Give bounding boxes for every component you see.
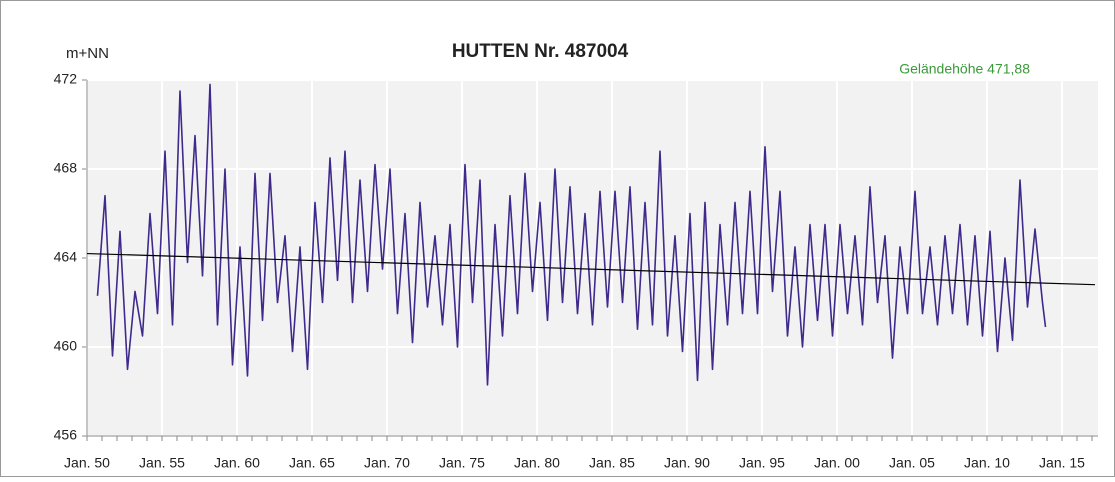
y-tick-label: 456 [54, 427, 78, 443]
x-tick-label: Jan. 10 [964, 455, 1010, 471]
y-tick-label: 464 [54, 249, 78, 265]
chart-title: HUTTEN Nr. 487004 [452, 41, 629, 62]
x-tick-label: Jan. 70 [364, 455, 410, 471]
x-tick-label: Jan. 60 [214, 455, 260, 471]
x-tick-label: Jan. 15 [1039, 455, 1085, 471]
x-tick-label: Jan. 90 [664, 455, 710, 471]
x-tick-label: Jan. 75 [439, 455, 485, 471]
x-tick-label: Jan. 85 [589, 455, 635, 471]
x-tick-label: Jan. 00 [814, 455, 860, 471]
x-tick-label: Jan. 95 [739, 455, 785, 471]
x-tick-label: Jan. 50 [64, 455, 110, 471]
y-tick-label: 468 [54, 160, 78, 176]
y-axis-label: m+NN [66, 45, 109, 62]
annotation: Geländehöhe 471,88 [899, 61, 1030, 77]
y-tick-label: 472 [54, 71, 78, 87]
x-tick-label: Jan. 80 [514, 455, 560, 471]
y-tick-label: 460 [54, 338, 78, 354]
data-line [96, 83, 1047, 386]
x-tick-label: Jan. 65 [289, 455, 335, 471]
x-tick-label: Jan. 55 [139, 455, 185, 471]
x-tick-label: Jan. 05 [889, 455, 935, 471]
trend-line [86, 252, 1096, 286]
